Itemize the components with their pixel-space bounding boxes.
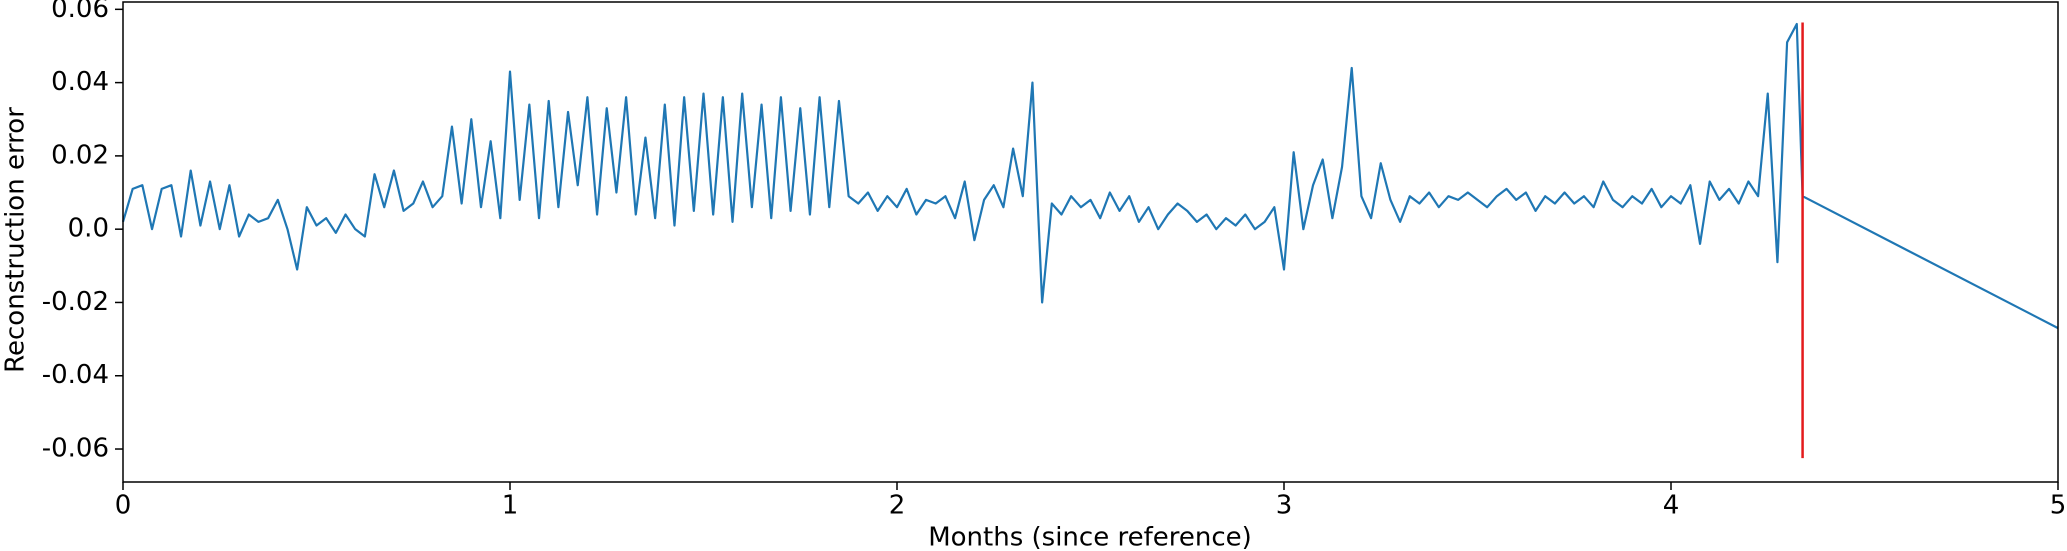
x-tick-label: 5: [2050, 491, 2067, 521]
y-axis-label: Reconstruction error: [1, 107, 31, 373]
y-tick-label: -0.04: [42, 360, 109, 390]
y-tick-label: -0.06: [42, 434, 109, 464]
y-tick-label: 0.0: [68, 214, 109, 244]
x-tick-label: 2: [889, 491, 906, 521]
y-tick-label: 0.06: [51, 0, 109, 24]
x-axis-label: Months (since reference): [928, 523, 1252, 551]
y-tick-label: 0.02: [51, 140, 109, 170]
x-tick-label: 0: [115, 491, 132, 521]
x-tick-label: 4: [1663, 491, 1680, 521]
y-tick-label: -0.02: [42, 287, 109, 317]
x-tick-label: 3: [1276, 491, 1293, 521]
data-line: [121, 22, 2059, 330]
plot-frame: [122, 1, 2059, 483]
y-tick-label: 0.04: [51, 67, 109, 97]
x-tick-label: 1: [502, 491, 519, 521]
